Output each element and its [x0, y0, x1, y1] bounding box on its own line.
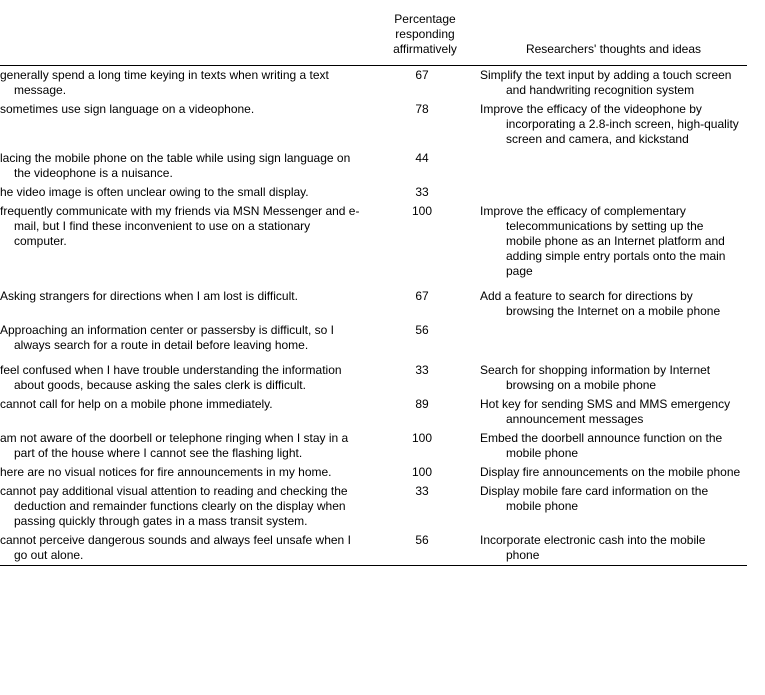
question-text: here are no visual notices for fire anno…: [0, 465, 360, 480]
table-row: cannot perceive dangerous sounds and alw…: [0, 531, 747, 566]
table-row: sometimes use sign language on a videoph…: [0, 100, 747, 149]
question-cell: frequently communicate with my friends v…: [0, 202, 370, 281]
table-body: generally spend a long time keying in te…: [0, 66, 747, 568]
question-cell: am not aware of the doorbell or telephon…: [0, 429, 370, 463]
idea-text: Display mobile fare card information on …: [480, 484, 741, 514]
question-cell: sometimes use sign language on a videoph…: [0, 100, 370, 149]
table-row: Approaching an information center or pas…: [0, 321, 747, 355]
question-text: lacing the mobile phone on the table whi…: [0, 151, 360, 181]
idea-text: Embed the doorbell announce function on …: [480, 431, 741, 461]
idea-cell: Display fire announcements on the mobile…: [480, 463, 747, 482]
question-text: cannot pay additional visual attention t…: [0, 484, 360, 529]
percent-cell: 33: [370, 482, 480, 531]
question-cell: feel confused when I have trouble unders…: [0, 361, 370, 395]
idea-cell: Search for shopping information by Inter…: [480, 361, 747, 395]
table-row: here are no visual notices for fire anno…: [0, 463, 747, 482]
percent-cell: 56: [370, 321, 480, 355]
percent-cell: 67: [370, 66, 480, 101]
question-text: Approaching an information center or pas…: [0, 323, 360, 353]
question-text: frequently communicate with my friends v…: [0, 204, 360, 249]
percent-cell: 44: [370, 149, 480, 183]
question-text: feel confused when I have trouble unders…: [0, 363, 360, 393]
question-text: sometimes use sign language on a videoph…: [0, 102, 360, 117]
question-cell: he video image is often unclear owing to…: [0, 183, 370, 202]
percent-cell: 33: [370, 361, 480, 395]
percent-cell: 89: [370, 395, 480, 429]
table-row: cannot call for help on a mobile phone i…: [0, 395, 747, 429]
header-row: Percentage responding affirmatively Rese…: [0, 10, 747, 66]
idea-cell: Add a feature to search for directions b…: [480, 287, 747, 321]
survey-table: Percentage responding affirmatively Rese…: [0, 10, 747, 567]
table-row: am not aware of the doorbell or telephon…: [0, 429, 747, 463]
idea-text: Improve the efficacy of the videophone b…: [480, 102, 741, 147]
idea-cell: Display mobile fare card information on …: [480, 482, 747, 531]
idea-cell: Improve the efficacy of complementary te…: [480, 202, 747, 281]
question-text: am not aware of the doorbell or telephon…: [0, 431, 360, 461]
idea-cell: [480, 183, 747, 202]
table-row: Asking strangers for directions when I a…: [0, 287, 747, 321]
question-cell: lacing the mobile phone on the table whi…: [0, 149, 370, 183]
table-row: generally spend a long time keying in te…: [0, 66, 747, 101]
question-cell: here are no visual notices for fire anno…: [0, 463, 370, 482]
percent-cell: 33: [370, 183, 480, 202]
question-text: he video image is often unclear owing to…: [0, 185, 360, 200]
idea-text: Display fire announcements on the mobile…: [480, 465, 741, 480]
table-row: lacing the mobile phone on the table whi…: [0, 149, 747, 183]
table-row: cannot pay additional visual attention t…: [0, 482, 747, 531]
percent-cell: 100: [370, 202, 480, 281]
idea-text: Simplify the text input by adding a touc…: [480, 68, 741, 98]
question-text: cannot call for help on a mobile phone i…: [0, 397, 360, 412]
idea-cell: Incorporate electronic cash into the mob…: [480, 531, 747, 566]
question-text: cannot perceive dangerous sounds and alw…: [0, 533, 360, 563]
percent-cell: 100: [370, 463, 480, 482]
table-row: feel confused when I have trouble unders…: [0, 361, 747, 395]
idea-text: Search for shopping information by Inter…: [480, 363, 741, 393]
question-cell: cannot perceive dangerous sounds and alw…: [0, 531, 370, 566]
col-header-ideas: Researchers' thoughts and ideas: [480, 10, 747, 66]
percent-cell: 56: [370, 531, 480, 566]
question-cell: cannot pay additional visual attention t…: [0, 482, 370, 531]
question-cell: generally spend a long time keying in te…: [0, 66, 370, 101]
idea-cell: [480, 149, 747, 183]
percent-cell: 78: [370, 100, 480, 149]
question-cell: Asking strangers for directions when I a…: [0, 287, 370, 321]
col-header-percent: Percentage responding affirmatively: [370, 10, 480, 66]
table-row: frequently communicate with my friends v…: [0, 202, 747, 281]
question-text: Asking strangers for directions when I a…: [0, 289, 360, 304]
table-bottom-rule: [0, 566, 747, 568]
percent-cell: 100: [370, 429, 480, 463]
col-header-question: [0, 10, 370, 66]
table-row: he video image is often unclear owing to…: [0, 183, 747, 202]
idea-cell: Embed the doorbell announce function on …: [480, 429, 747, 463]
document-page: Percentage responding affirmatively Rese…: [0, 0, 765, 577]
question-cell: cannot call for help on a mobile phone i…: [0, 395, 370, 429]
idea-text: Add a feature to search for directions b…: [480, 289, 741, 319]
percent-cell: 67: [370, 287, 480, 321]
idea-cell: Simplify the text input by adding a touc…: [480, 66, 747, 101]
idea-cell: Hot key for sending SMS and MMS emergenc…: [480, 395, 747, 429]
idea-text: Incorporate electronic cash into the mob…: [480, 533, 741, 563]
idea-cell: Improve the efficacy of the videophone b…: [480, 100, 747, 149]
idea-cell: [480, 321, 747, 355]
question-cell: Approaching an information center or pas…: [0, 321, 370, 355]
idea-text: Hot key for sending SMS and MMS emergenc…: [480, 397, 741, 427]
question-text: generally spend a long time keying in te…: [0, 68, 360, 98]
idea-text: Improve the efficacy of complementary te…: [480, 204, 741, 279]
